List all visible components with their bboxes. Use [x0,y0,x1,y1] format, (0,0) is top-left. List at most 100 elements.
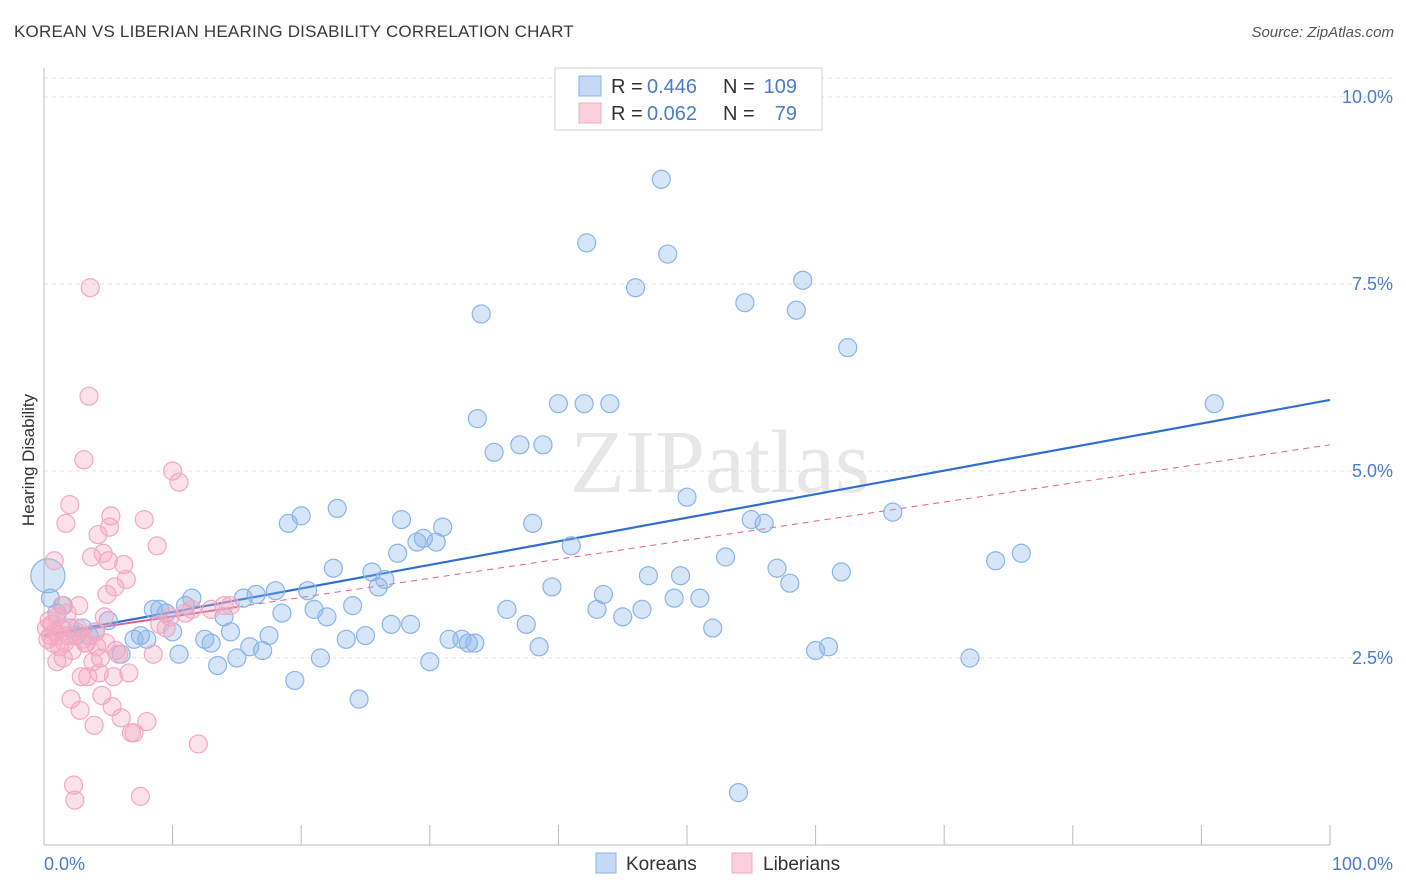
liberian-point-25 [69,596,89,616]
liberian-point-77 [160,607,180,627]
liberian-point-56 [111,708,131,728]
chart-source: Source: ZipAtlas.com [1251,24,1394,41]
korean-point-37 [310,648,331,668]
axes [43,68,1331,846]
liberian-point-29 [74,450,94,470]
liberian-point-58 [116,569,136,590]
liberian-trend-line-dashed [236,444,1331,608]
korean-point-69 [533,435,553,455]
korean-point-81 [651,169,671,189]
liberian-point-18 [60,495,80,515]
y-tick-label-3: 10.0% [1342,87,1393,107]
y-tick-label-0: 2.5% [1352,648,1393,668]
korean-point-73 [574,394,594,414]
correlation-legend: R = 0.446 N = 109 R = 0.062 N = 79 [554,67,823,131]
legend-n-label-2: N = [723,103,755,125]
liberian-point-33 [79,386,99,406]
korean-point-71 [548,394,569,414]
korean-point-87 [715,547,736,567]
liberian-point-55 [108,644,129,664]
liberian-point-64 [137,711,157,732]
korean-point-95 [793,270,813,290]
korean-point-76 [600,394,620,414]
liberian-point-57 [114,554,134,575]
liberian-point-68 [156,618,176,638]
korean-point-74 [577,233,597,253]
legend-swatch-koreans [578,75,602,97]
korean-point-31 [272,603,292,623]
korean-point-47 [375,569,395,590]
legend-r-value-1: 0.446 [647,76,697,98]
legend-r-label-1: R = [611,76,643,98]
korean-point-105 [593,584,614,605]
korean-point-43 [349,689,369,709]
korean-point-41 [336,629,356,649]
liberian-point-47 [97,584,117,605]
liberian-point-21 [63,775,84,795]
korean-point-68 [529,637,549,657]
korean-point-26 [240,637,260,657]
korean-point-82 [658,244,678,264]
legend-n-label-1: N = [723,76,755,98]
korean-point-44 [355,625,376,646]
x-tick-labels: 0.0% 100.0% [44,854,1393,874]
legend-r-value-2: 0.062 [647,103,697,125]
korean-point-104 [1204,394,1224,414]
korean-point-50 [391,510,412,530]
liberian-point-63 [134,510,154,530]
bottom-swatch-koreans [595,852,617,874]
korean-point-62 [471,304,491,324]
data-points [30,169,1224,810]
y-tick-label-1: 5.0% [1352,461,1393,481]
korean-point-90 [741,510,761,530]
korean-point-34 [291,506,311,526]
korean-point-30 [265,581,286,601]
korean-point-20 [201,633,221,653]
liberian-point-73 [188,734,208,754]
korean-point-46 [368,577,388,597]
liberian-point-45 [94,607,115,627]
liberian-point-15 [56,513,76,533]
korean-point-86 [690,588,710,608]
korean-point-66 [516,614,536,634]
liberian-point-61 [124,723,144,743]
korean-point-88 [728,783,749,803]
korean-point-63 [484,442,504,462]
liberian-point-8 [47,607,67,627]
legend-n-value-1: 109 [764,76,797,98]
korean-point-93 [780,573,800,593]
korean-trend-line [43,398,1331,637]
grid-lines [44,77,1392,659]
y-axis-label: Hearing Disability [19,393,38,526]
korean-point-53 [413,528,433,548]
korean-point-102 [986,551,1006,571]
korean-point-38 [317,607,337,627]
korean-point-24 [227,648,247,668]
korean-point-33 [285,670,305,691]
korean-point-0 [30,558,66,594]
korean-point-59 [458,633,478,653]
korean-point-42 [343,596,363,616]
korean-point-27 [246,584,266,605]
legend-r-label-2: R = [611,103,643,125]
liberian-point-40 [88,524,108,545]
korean-point-61 [467,409,487,429]
liberian-point-76 [220,596,241,616]
korean-point-64 [497,599,517,619]
korean-point-67 [523,513,543,533]
liberian-point-74 [201,599,221,619]
korean-point-70 [542,577,562,597]
korean-point-79 [632,599,652,619]
bottom-legend-liberians: Liberians [763,854,840,875]
liberian-point-48 [98,551,118,571]
korean-point-91 [754,513,774,533]
liberian-point-16 [57,603,77,623]
legend-swatch-liberians [578,102,602,124]
liberian-point-37 [84,715,104,735]
korean-point-39 [323,558,343,578]
series-legend: Koreans Liberians [595,852,840,875]
korean-point-40 [327,498,347,518]
korean-point-92 [767,558,787,578]
x-tick-label-0: 0.0% [44,854,85,874]
liberian-point-53 [105,577,125,597]
